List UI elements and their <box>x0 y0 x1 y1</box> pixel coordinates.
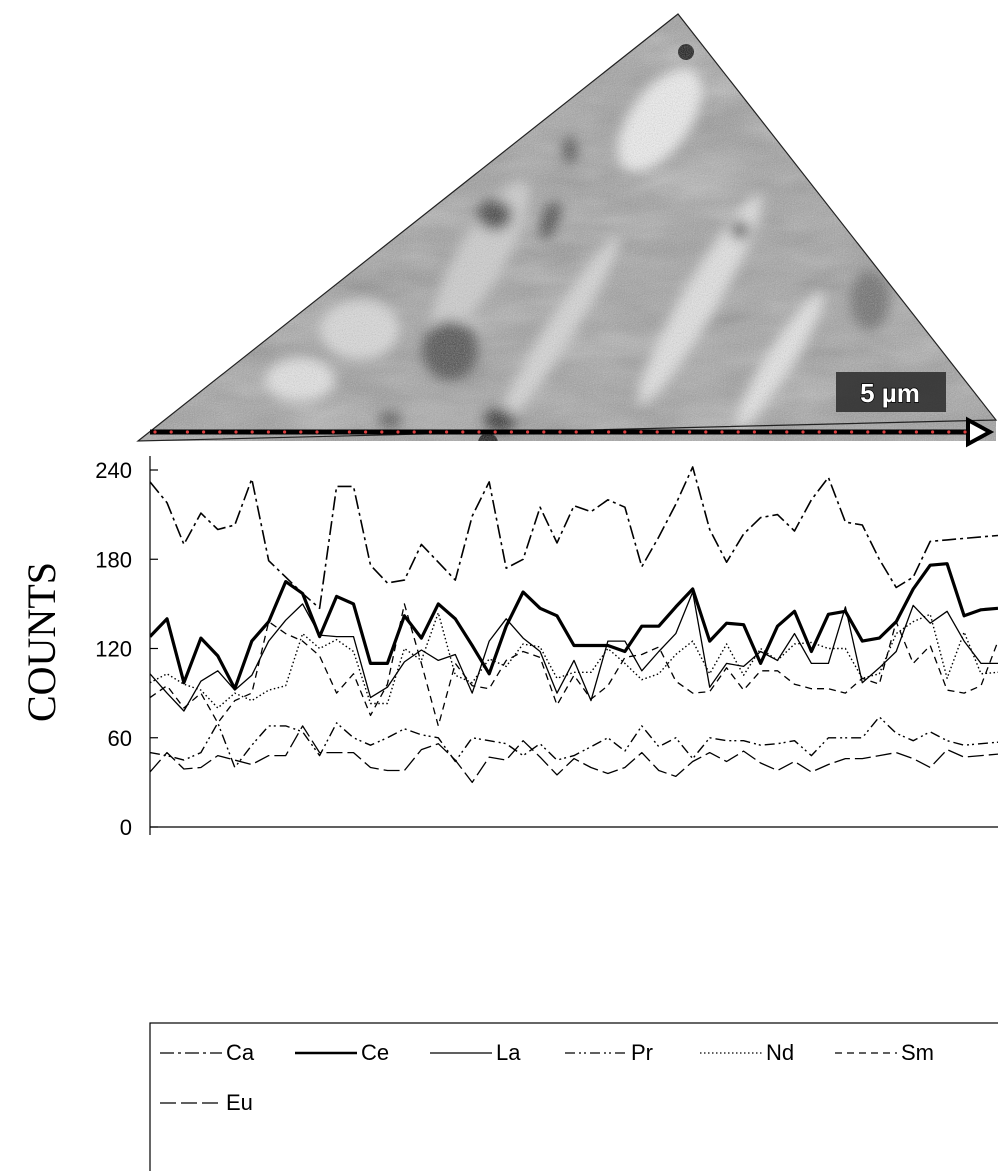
scan-point <box>364 430 368 434</box>
legend-label: Ca <box>226 1040 255 1065</box>
scan-point <box>542 430 546 434</box>
scale-bar-background <box>836 372 946 412</box>
scan-point <box>250 430 254 434</box>
scan-point <box>882 430 886 434</box>
legend-box <box>149 1022 998 1171</box>
legend: Ca Ce La Pr Nd Sm Eu <box>149 1022 998 1171</box>
scan-point <box>234 430 238 434</box>
scan-point <box>752 430 757 434</box>
y-tick-label: 60 <box>108 726 132 751</box>
scan-point <box>331 430 335 434</box>
scan-point <box>185 430 189 434</box>
sem-micrograph: 5 µm <box>136 13 998 448</box>
scan-point <box>623 430 627 434</box>
legend-label: Nd <box>766 1040 794 1065</box>
scan-point <box>720 430 724 434</box>
scan-point <box>833 430 838 434</box>
line-chart: 0 60 120 180 240 COUNTS <box>19 456 998 840</box>
scan-point <box>509 430 513 434</box>
scan-point <box>445 430 449 434</box>
y-tick-label: 0 <box>120 815 132 840</box>
scan-point <box>963 430 967 434</box>
scan-point <box>607 430 611 434</box>
scan-point <box>639 430 643 434</box>
y-tick-label: 180 <box>95 547 132 572</box>
scan-point <box>169 430 173 434</box>
scan-point <box>736 430 740 434</box>
series-line-sm <box>150 603 998 727</box>
series-line-pr <box>150 716 998 769</box>
scan-point <box>461 430 465 434</box>
scan-point <box>704 430 708 434</box>
scan-point <box>817 430 821 434</box>
scan-point <box>947 430 951 434</box>
y-tick-label: 240 <box>95 458 132 483</box>
legend-items: Ca Ce La Pr Nd Sm Eu <box>160 1040 934 1115</box>
scan-point <box>380 430 384 434</box>
scan-point <box>671 430 676 434</box>
scan-point <box>526 430 530 434</box>
scan-point <box>347 430 351 434</box>
y-ticks: 0 60 120 180 240 <box>95 458 158 840</box>
scan-point <box>202 430 206 434</box>
legend-item-pr: Pr <box>565 1040 653 1065</box>
scan-point-markers <box>153 430 967 434</box>
scan-point <box>850 430 854 434</box>
legend-item-ca: Ca <box>160 1040 255 1065</box>
series-line-la <box>150 591 998 712</box>
scan-point <box>218 430 222 434</box>
scan-point <box>655 430 659 434</box>
scan-point <box>477 430 481 434</box>
legend-item-ce: Ce <box>295 1040 389 1065</box>
legend-item-la: La <box>430 1040 521 1065</box>
scan-point <box>396 430 400 434</box>
scan-point <box>898 430 902 434</box>
line-scan-arrow <box>150 416 995 448</box>
scan-point <box>801 430 805 434</box>
scan-point <box>283 430 287 434</box>
scan-point <box>769 430 773 434</box>
series-lines <box>150 466 998 784</box>
legend-item-sm: Sm <box>835 1040 934 1065</box>
scan-point <box>590 430 595 434</box>
scan-point <box>412 430 416 434</box>
scan-point <box>931 430 935 434</box>
scan-point <box>785 430 789 434</box>
scale-bar-label: 5 µm <box>860 378 920 408</box>
scan-point <box>299 430 303 434</box>
scan-point <box>914 430 919 434</box>
series-line-eu <box>150 725 998 784</box>
legend-label: Pr <box>631 1040 653 1065</box>
scan-point <box>688 430 692 434</box>
scan-point <box>315 430 319 434</box>
legend-label: Ce <box>361 1040 389 1065</box>
scan-point <box>428 430 432 434</box>
series-line-ca <box>150 466 998 610</box>
series-line-ce <box>150 562 998 691</box>
scan-point <box>493 430 497 434</box>
legend-label: La <box>496 1040 521 1065</box>
y-axis-label: COUNTS <box>19 562 64 722</box>
legend-label: Sm <box>901 1040 934 1065</box>
legend-item-nd: Nd <box>700 1040 794 1065</box>
legend-item-eu: Eu <box>160 1090 253 1115</box>
scan-point <box>866 430 870 434</box>
legend-label: Eu <box>226 1090 253 1115</box>
scan-point <box>574 430 578 434</box>
scan-point <box>266 430 270 434</box>
scan-point <box>153 430 157 434</box>
y-tick-label: 120 <box>95 637 132 662</box>
scan-point <box>558 430 562 434</box>
